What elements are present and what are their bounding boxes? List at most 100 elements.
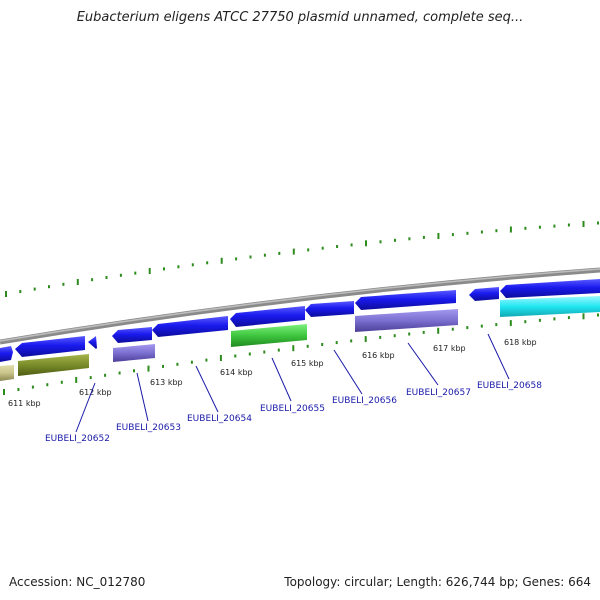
cds-forward-track	[0, 279, 600, 362]
cds-arrow[interactable]	[355, 290, 456, 310]
minor-tick	[524, 320, 527, 324]
major-tick	[437, 327, 440, 334]
feature-block-purple[interactable]	[355, 309, 458, 332]
minor-tick	[553, 317, 556, 321]
inner-tick-track	[3, 313, 599, 395]
cds-arrow[interactable]	[88, 336, 97, 349]
major-tick	[219, 355, 222, 361]
minor-tick	[597, 313, 599, 317]
minor-tick	[495, 323, 498, 327]
kbp-label: 612 kbp	[79, 388, 112, 397]
minor-tick	[177, 265, 180, 269]
cds-arrow[interactable]	[230, 306, 305, 327]
kbp-label: 611 kbp	[8, 399, 41, 408]
minor-tick	[538, 318, 541, 322]
minor-tick	[33, 287, 36, 291]
cds-arrow[interactable]	[0, 346, 13, 362]
minor-tick	[321, 343, 324, 346]
genome-backbone	[0, 267, 600, 345]
minor-tick	[321, 246, 324, 250]
minor-tick	[235, 257, 238, 261]
feature-block-cyan[interactable]	[500, 296, 600, 317]
minor-tick	[249, 255, 252, 259]
feature-block-green[interactable]	[231, 324, 307, 347]
major-tick	[364, 336, 367, 343]
feature-track	[0, 296, 600, 381]
minor-tick	[206, 261, 209, 265]
kbp-label: 614 kbp	[220, 368, 253, 377]
major-tick	[509, 226, 512, 233]
minor-tick	[205, 358, 208, 362]
minor-tick	[538, 225, 541, 229]
minor-tick	[104, 373, 107, 377]
minor-tick	[46, 383, 49, 387]
minor-tick	[62, 282, 65, 286]
kbp-label: 615 kbp	[291, 359, 324, 368]
minor-tick	[133, 369, 135, 373]
minor-tick	[248, 352, 251, 356]
cds-arrow[interactable]	[500, 279, 600, 298]
kbp-labels: 611 kbp 612 kbp 613 kbp 614 kbp 615 kbp …	[8, 338, 537, 408]
gene-label-eubeli-20654[interactable]: EUBELI_20654	[187, 414, 252, 424]
feature-block-purple[interactable]	[113, 344, 155, 362]
gene-label-eubeli-20658[interactable]: EUBELI_20658	[477, 381, 542, 391]
minor-tick	[19, 290, 22, 293]
minor-tick	[190, 360, 193, 364]
minor-tick	[408, 332, 411, 336]
gene-leader-lines	[75, 333, 510, 433]
feature-block-olive[interactable]	[18, 354, 89, 376]
feature-block-tan[interactable]	[0, 365, 14, 381]
minor-tick	[466, 326, 469, 330]
accession-label: Accession: NC_012780	[9, 575, 146, 589]
gene-label-eubeli-20652[interactable]: EUBELI_20652	[45, 434, 110, 444]
minor-tick	[350, 339, 353, 343]
genome-backbone-highlight	[0, 268, 600, 342]
kbp-label: 618 kbp	[504, 338, 537, 347]
gene-label-eubeli-20656[interactable]: EUBELI_20656	[332, 396, 397, 406]
major-tick	[582, 313, 585, 320]
cds-arrow[interactable]	[305, 301, 354, 317]
minor-tick	[263, 350, 266, 354]
minor-tick	[451, 233, 454, 237]
cds-arrow[interactable]	[152, 316, 228, 337]
major-tick	[437, 233, 440, 239]
minor-tick	[466, 231, 469, 235]
minor-tick	[408, 237, 411, 241]
minor-tick	[393, 334, 396, 338]
minor-tick	[91, 278, 94, 282]
minor-tick	[379, 240, 382, 244]
minor-tick	[118, 371, 121, 375]
minor-tick	[379, 335, 382, 339]
kbp-label: 616 kbp	[362, 351, 395, 360]
kbp-label: 613 kbp	[150, 378, 183, 387]
minor-tick	[191, 263, 194, 267]
cds-arrow[interactable]	[469, 287, 499, 301]
gene-label-eubeli-20657[interactable]: EUBELI_20657	[406, 388, 471, 398]
minor-tick	[350, 243, 353, 247]
minor-tick	[336, 245, 339, 248]
minor-tick	[394, 238, 396, 242]
kbp-label: 617 kbp	[433, 344, 466, 353]
minor-tick	[553, 224, 556, 228]
major-tick	[76, 279, 79, 285]
major-tick	[582, 221, 585, 227]
minor-tick	[451, 327, 454, 331]
minor-tick	[307, 248, 310, 252]
minor-tick	[176, 362, 179, 366]
minor-tick	[335, 341, 338, 345]
major-tick	[509, 320, 512, 327]
page-title: Eubacterium eligens ATCC 27750 plasmid u…	[76, 10, 524, 25]
minor-tick	[105, 276, 108, 279]
gene-label-eubeli-20655[interactable]: EUBELI_20655	[260, 404, 325, 414]
minor-tick	[597, 221, 599, 225]
major-tick	[75, 376, 78, 383]
cds-arrow[interactable]	[15, 336, 85, 357]
cds-arrow[interactable]	[112, 327, 152, 343]
minor-tick	[119, 273, 122, 277]
gene-label-eubeli-20653[interactable]: EUBELI_20653	[116, 423, 181, 433]
major-tick	[292, 345, 295, 352]
major-tick	[365, 240, 367, 247]
outer-tick-track	[5, 221, 599, 297]
minor-tick	[31, 385, 34, 389]
